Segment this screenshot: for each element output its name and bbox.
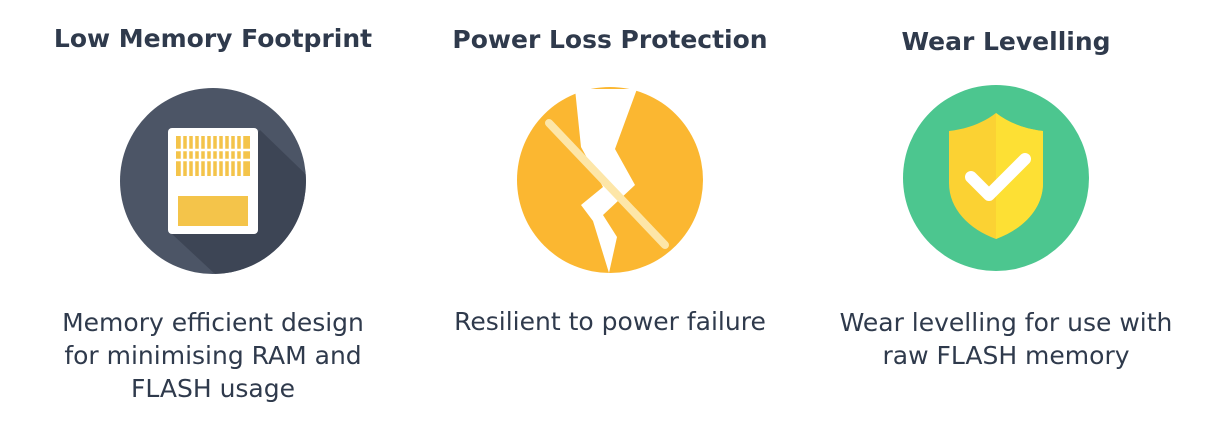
power-loss-icon [517, 87, 703, 273]
description-line: for minimising RAM and [64, 341, 362, 370]
feature-power-loss: Power Loss Protection Resilient to power… [407, 0, 813, 427]
feature-title: Low Memory Footprint [53, 24, 373, 53]
description-line: Wear levelling for use with [839, 308, 1173, 337]
memory-card-icon [120, 88, 306, 274]
feature-title: Power Loss Protection [452, 25, 768, 54]
shield-check-icon [903, 85, 1089, 271]
description-line: Memory efficient design [62, 308, 364, 337]
description-line: Resilient to power failure [454, 307, 766, 336]
feature-description: Wear levelling for use with raw FLASH me… [803, 306, 1209, 372]
feature-title: Wear Levelling [901, 27, 1111, 56]
description-line: FLASH usage [130, 374, 296, 403]
feature-low-memory: Low Memory Footprint Memory efficient de… [10, 0, 416, 427]
feature-description: Memory efficient design for minimising R… [10, 306, 416, 405]
description-line: raw FLASH memory [882, 341, 1130, 370]
feature-wear-levelling: Wear Levelling Wear levelling for use wi… [803, 0, 1209, 427]
feature-description: Resilient to power failure [407, 305, 813, 338]
